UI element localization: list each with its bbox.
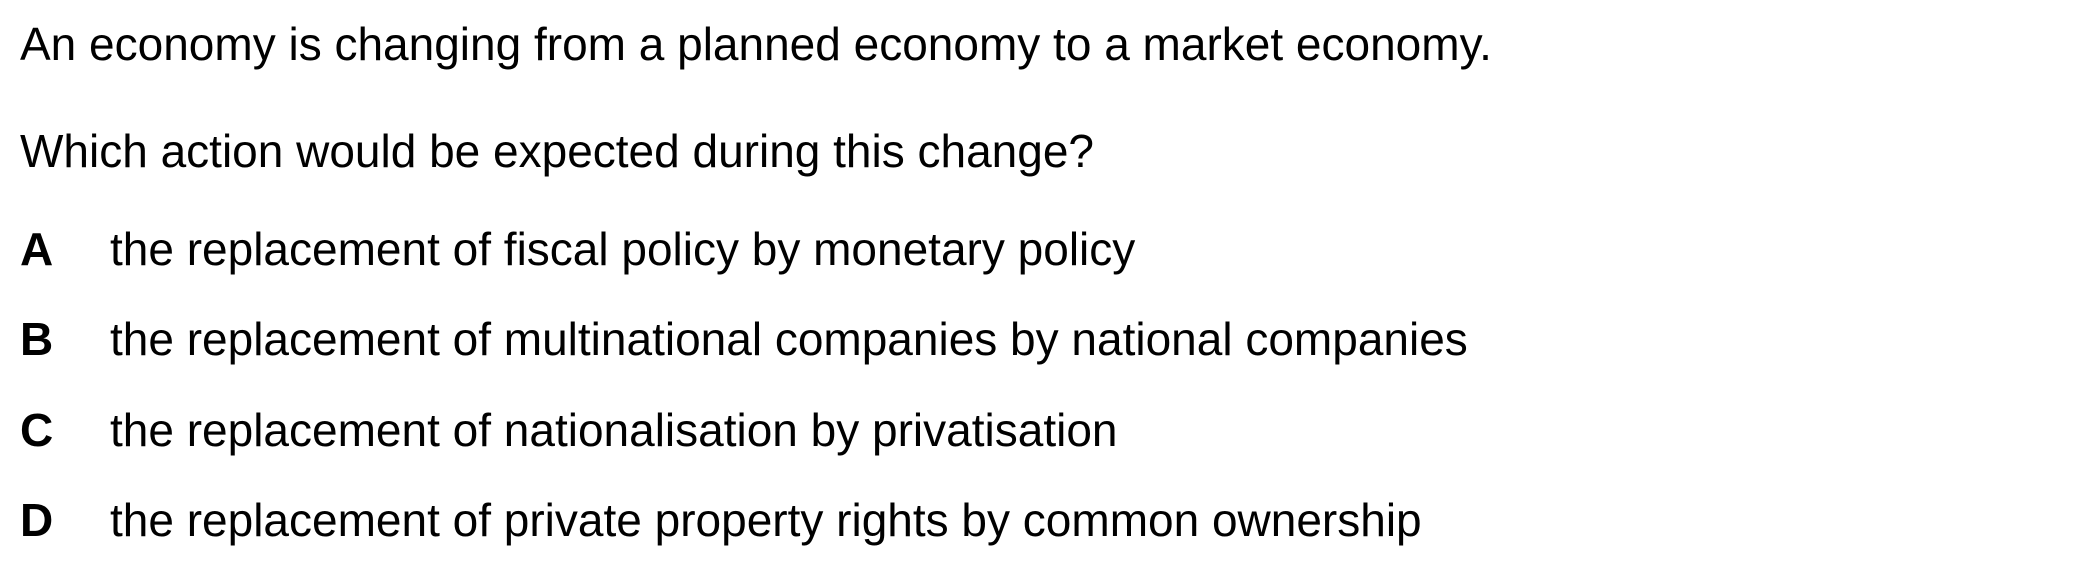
- option-text: the replacement of fiscal policy by mone…: [110, 223, 1136, 275]
- option-letter: C: [20, 404, 54, 456]
- option-text: the replacement of private property righ…: [110, 494, 1422, 546]
- option-a: A the replacement of fiscal policy by mo…: [20, 226, 1620, 278]
- option-d: D the replacement of private property ri…: [20, 497, 1620, 549]
- option-b: B the replacement of multinational compa…: [20, 316, 1620, 368]
- question-stem-line-2: Which action would be expected during th…: [20, 125, 1095, 177]
- option-letter: D: [20, 494, 54, 546]
- option-text: the replacement of nationalisation by pr…: [110, 404, 1118, 456]
- option-letter: B: [20, 313, 54, 365]
- option-letter: A: [20, 223, 54, 275]
- option-text: the replacement of multinational compani…: [110, 313, 1468, 365]
- option-c: C the replacement of nationalisation by …: [20, 407, 1620, 459]
- question-stem-line-1: An economy is changing from a planned ec…: [20, 18, 1492, 70]
